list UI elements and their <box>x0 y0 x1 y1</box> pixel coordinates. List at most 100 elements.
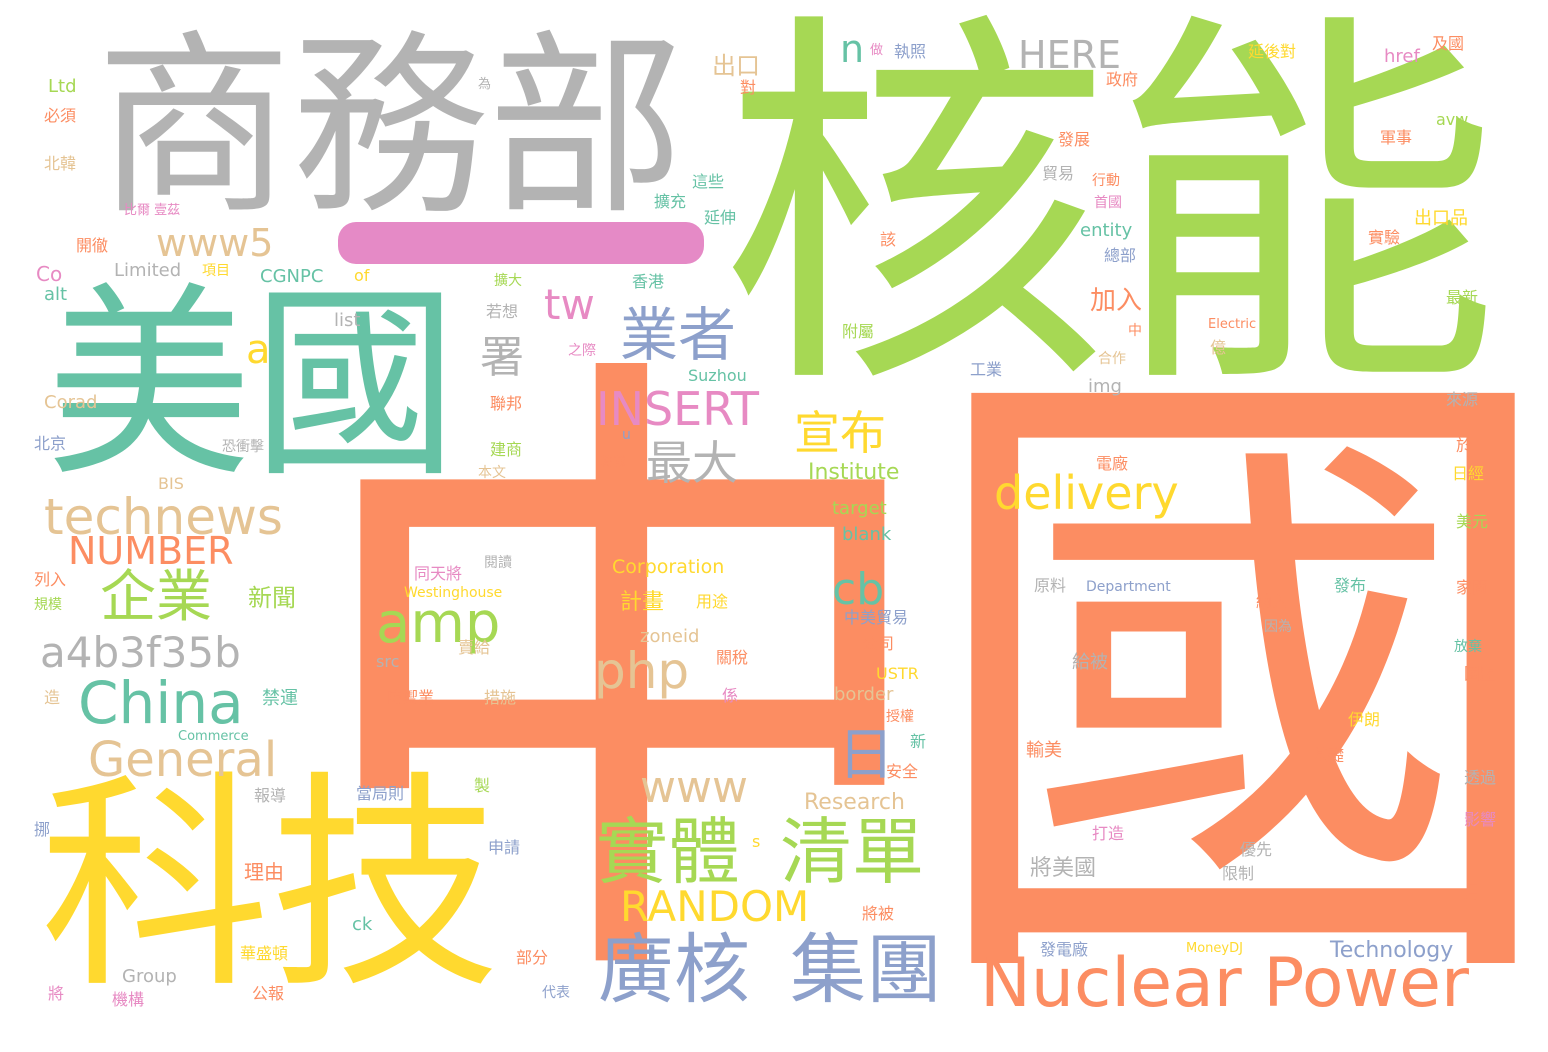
word-gai: 該 <box>880 230 897 249</box>
word-konghebu: 恐衝擊 <box>222 439 264 455</box>
word-corad: Corad <box>44 392 98 413</box>
word-ltd: Ltd <box>48 76 77 97</box>
word-xianggang: 香港 <box>632 272 665 291</box>
word-jiaguan: 家關 <box>1456 578 1489 597</box>
word-electric: Electric <box>1208 317 1257 332</box>
word-jigou: 機構 <box>112 990 145 1009</box>
word-zhongmei: 中美貿易 <box>844 608 909 627</box>
word-dui: 對 <box>740 78 757 97</box>
word-commerce: Commerce <box>178 729 249 744</box>
decorative-bar <box>338 222 704 264</box>
word-anquan: 安全 <box>886 762 919 781</box>
word-yingxiang: 影響 <box>1464 810 1497 829</box>
word-china: China <box>78 669 244 737</box>
word-meiyuan: 美元 <box>1456 512 1489 531</box>
word-jiaru: 加入 <box>1090 286 1143 316</box>
word-zhuanzai: 轉載 <box>600 455 627 470</box>
word-chukoupin: 出口品 <box>1414 208 1468 229</box>
word-junshi: 軍事 <box>1380 128 1413 147</box>
word-random: RANDOM <box>620 882 810 931</box>
word-xingdong: 行動 <box>1092 173 1120 189</box>
word-zhiji: 之際 <box>568 343 596 359</box>
word-guimo: 規模 <box>34 597 62 613</box>
word-bixu: 必須 <box>44 106 77 125</box>
word-yuanke: 原料 <box>1034 576 1067 595</box>
word-shenqing: 申請 <box>488 838 521 857</box>
word-www5: www5 <box>156 221 274 265</box>
word-zuida: 最大 <box>646 436 738 490</box>
word-wei: 為 <box>478 77 492 92</box>
word-blank: blank <box>842 524 892 545</box>
word-of: of <box>354 266 370 285</box>
word-lieru: 列入 <box>34 570 67 589</box>
word-nari: 納入 <box>1256 592 1289 611</box>
word-ri: 日 <box>838 723 894 788</box>
word-cuoshi: 措施 <box>484 688 517 707</box>
word-img: img <box>1088 376 1122 397</box>
word-yongtu: 用途 <box>696 592 729 611</box>
word-benwen: 本文 <box>478 465 506 481</box>
word-technews: technews <box>44 488 283 546</box>
word-here: HERE <box>1018 33 1121 77</box>
word-shouguo: 首國 <box>1094 195 1122 211</box>
word-xianzhi: 限制 <box>1222 864 1255 883</box>
word-lianbang: 聯邦 <box>490 394 523 413</box>
word-suzhou: Suzhou <box>688 366 747 385</box>
word-riji: 日經 <box>1452 464 1485 483</box>
word-delivery: delivery <box>994 466 1179 520</box>
word-xiangmu: 項目 <box>202 263 230 279</box>
word-yilang: 伊朗 <box>1348 710 1381 729</box>
word-jianshang: 建商 <box>490 440 523 459</box>
word-kaiche: 開徹 <box>76 236 109 255</box>
word-amp: amp <box>376 591 501 656</box>
word-gongbao: 公報 <box>252 984 285 1003</box>
word-yinwei: 因為 <box>1264 619 1292 635</box>
word-shouquan: 授權 <box>886 709 914 725</box>
word-xi: 係 <box>722 686 739 705</box>
word-department: Department <box>1086 579 1171 595</box>
word-php: php <box>594 642 690 700</box>
word-zhengfu: 政府 <box>1106 70 1139 89</box>
word-jiguo: 及國 <box>1432 34 1465 53</box>
word-kuozhang: 擴大 <box>494 273 522 289</box>
word-laiyuan: 來源 <box>1446 390 1479 409</box>
word-zhizhao: 執照 <box>894 42 927 61</box>
word-gongsi: 公司 <box>862 634 895 653</box>
word-xin: 新 <box>910 732 927 751</box>
word-zuixin: 最新 <box>1446 288 1479 307</box>
word-yanshen: 延伸 <box>704 208 737 227</box>
word-cb: cb <box>832 564 885 615</box>
word-shige: 賣給 <box>458 638 491 657</box>
word-nuo: 挪 <box>34 820 51 839</box>
word-border: border <box>834 684 894 705</box>
word-fadianchang: 發電廠 <box>1040 940 1089 959</box>
word-technology: Technology <box>1330 938 1454 963</box>
word-limited: Limited <box>114 260 182 281</box>
word-jinyun: 禁運 <box>262 688 298 709</box>
word-guanghe: 廣核 <box>598 925 750 1014</box>
word-jituan: 集團 <box>790 925 942 1014</box>
word-heneng: 核能 <box>720 0 1500 436</box>
word-corporation: Corporation <box>612 556 725 578</box>
word-bijiao: 比爾 壹茲 <box>124 203 181 218</box>
word-keji: 科技 <box>40 753 501 1020</box>
word-shiti: 實體 <box>596 810 741 894</box>
word-bufen: 部分 <box>516 948 549 967</box>
word-entity: entity <box>1080 220 1133 241</box>
word-xinwen: 新聞 <box>248 584 296 612</box>
word-zhihao: 製 <box>474 776 491 795</box>
word-general: General <box>88 732 278 788</box>
word-target: target <box>832 498 887 519</box>
word-yanhoudui: 延後對 <box>1248 42 1297 61</box>
word-beihan: 北韓 <box>44 154 77 173</box>
word-shangwubu: 商務部 <box>96 14 685 242</box>
word-liyou: 理由 <box>244 860 284 884</box>
word-avw: avw <box>1436 110 1469 129</box>
word-zuo: 做 <box>870 43 884 58</box>
word-beijing: 北京 <box>34 434 67 453</box>
word-xuanbu: 宣布 <box>794 406 886 460</box>
word-zhongguo: 中國 <box>298 307 1548 1052</box>
word-institute: Institute <box>808 460 900 485</box>
word-guanshui: 關稅 <box>716 648 749 667</box>
